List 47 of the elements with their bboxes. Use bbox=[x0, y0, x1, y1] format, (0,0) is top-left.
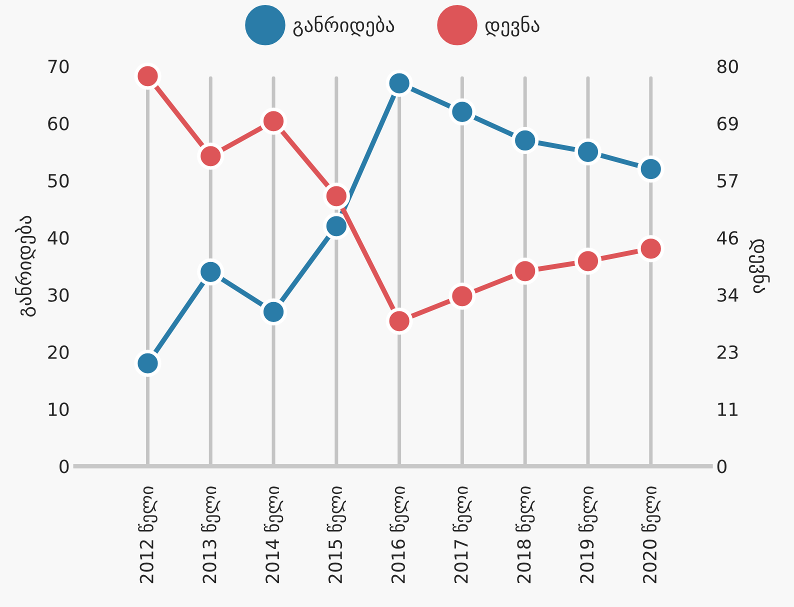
y-tick-label: 20 bbox=[48, 345, 69, 360]
point bbox=[322, 212, 350, 240]
y-axis-title: განრიდება bbox=[14, 216, 36, 317]
legend-label: განრიდება bbox=[293, 16, 394, 37]
point bbox=[448, 282, 476, 310]
point bbox=[512, 258, 539, 285]
y-tick-label: 40 bbox=[48, 231, 69, 245]
point bbox=[134, 350, 162, 377]
y2-tick-label: 0 bbox=[717, 460, 726, 474]
y-tick-label: 50 bbox=[48, 174, 69, 188]
point bbox=[574, 138, 602, 166]
point bbox=[574, 248, 602, 275]
x-tick-label: 2012 წელი bbox=[138, 486, 158, 584]
point bbox=[197, 142, 224, 170]
y-tick-label: 0 bbox=[60, 460, 69, 474]
legend-label: დევნა bbox=[485, 16, 540, 37]
y2-tick-label: 57 bbox=[718, 174, 738, 188]
point bbox=[134, 62, 162, 90]
point bbox=[512, 126, 539, 154]
y-tick-label: 10 bbox=[48, 402, 69, 416]
x-tick-label: 2014 წელი bbox=[264, 486, 284, 584]
y2-tick-label: 23 bbox=[718, 345, 738, 359]
point bbox=[386, 308, 413, 335]
x-tick-label: 2019 წელი bbox=[578, 486, 598, 584]
x-tick-label: 2018 წელი bbox=[515, 486, 535, 584]
point bbox=[386, 70, 413, 97]
x-tick-label: 2015 წელი bbox=[326, 486, 346, 584]
point bbox=[197, 258, 224, 286]
point bbox=[448, 98, 476, 126]
x-tick-label: 2017 წელი bbox=[452, 486, 472, 584]
y-tick-label: 70 bbox=[48, 60, 69, 74]
point bbox=[260, 108, 288, 135]
y-tick-label: 30 bbox=[48, 288, 69, 302]
y2-tick-label: 80 bbox=[717, 60, 738, 74]
y2-tick-label: 34 bbox=[718, 288, 738, 302]
point bbox=[260, 298, 288, 326]
y2-tick-label: 46 bbox=[717, 231, 738, 245]
x-tick-label: 2013 წელი bbox=[200, 486, 220, 584]
y-tick-label: 60 bbox=[48, 116, 69, 130]
point bbox=[322, 182, 350, 210]
point bbox=[637, 235, 664, 262]
y2-axis-title: დევნა bbox=[748, 239, 770, 294]
y2-tick-label: 11 bbox=[718, 402, 738, 416]
y2-tick-label: 69 bbox=[717, 116, 738, 130]
x-tick-label: 2016 წელი bbox=[390, 486, 410, 584]
point bbox=[637, 155, 664, 183]
x-tick-label: 2020 წელი bbox=[641, 486, 661, 584]
